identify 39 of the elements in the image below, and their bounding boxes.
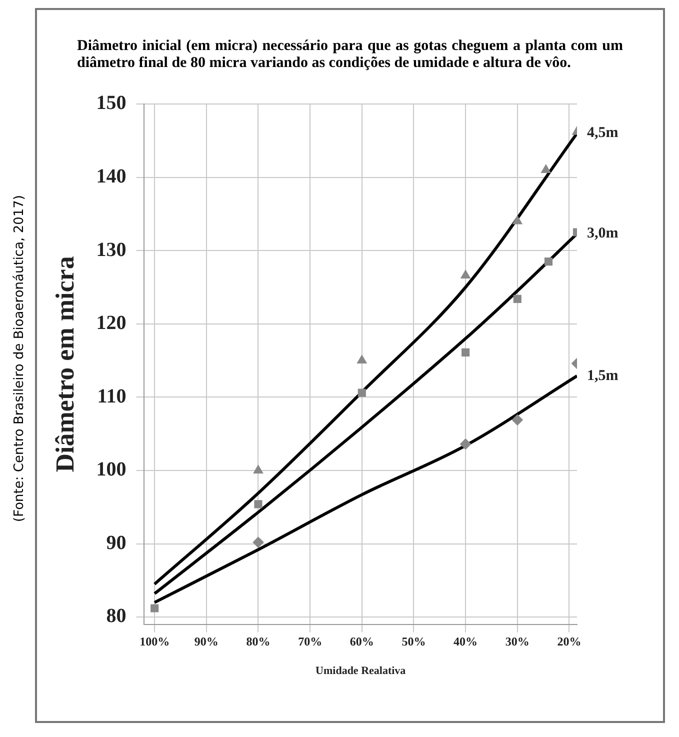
series-label: 1,5m	[587, 368, 619, 384]
chart-title: Diâmetro inicial (em micra) necessário para que as gotas cheguem a planta com um diâmetro final de 80 micra variando as condições de umidade e altura de vôo.	[77, 38, 623, 72]
x-tick-label: 100%	[140, 634, 170, 649]
point	[150, 604, 159, 612]
y-tick-label: 90	[106, 532, 126, 554]
series-label: 4,5m	[587, 125, 619, 142]
line-series	[153, 374, 577, 604]
x-tick-label: 60%	[350, 634, 374, 649]
x-tick-label: 30%	[505, 634, 530, 649]
point	[460, 270, 470, 279]
y-tick-label: 140	[96, 165, 126, 188]
x-tick-label: 50%	[402, 634, 426, 649]
y-tick-label: 150	[96, 92, 126, 114]
x-tick-label: 40%	[454, 634, 478, 649]
point	[252, 536, 264, 548]
point	[254, 500, 262, 508]
x-tick-label: 70%	[298, 634, 322, 649]
y-axis-title: Diâmetro em micra	[50, 256, 80, 472]
point	[357, 355, 367, 364]
point	[512, 414, 523, 426]
x-tick-label: 90%	[194, 634, 218, 649]
point	[462, 348, 470, 357]
y-tick-label: 100	[96, 458, 126, 481]
y-tick-label: 120	[96, 312, 126, 334]
point	[358, 388, 366, 397]
point	[460, 438, 472, 450]
text: (Fonte: Centro Brasileiro de Bioaeronáutica, 2017)	[12, 194, 26, 522]
x-tick-label: 20%	[557, 634, 582, 649]
y-tick-label: 110	[97, 385, 126, 408]
point	[541, 164, 551, 173]
y-tick-label: 130	[96, 238, 126, 261]
point	[253, 464, 264, 474]
point	[512, 216, 522, 224]
x-tick-label: 80%	[246, 634, 270, 649]
point	[513, 294, 522, 304]
y-tick-label: 80	[106, 605, 126, 628]
x-axis-title: Umidade Realativa	[316, 665, 406, 678]
series-label: 3,0m	[587, 226, 619, 242]
point	[544, 258, 553, 266]
